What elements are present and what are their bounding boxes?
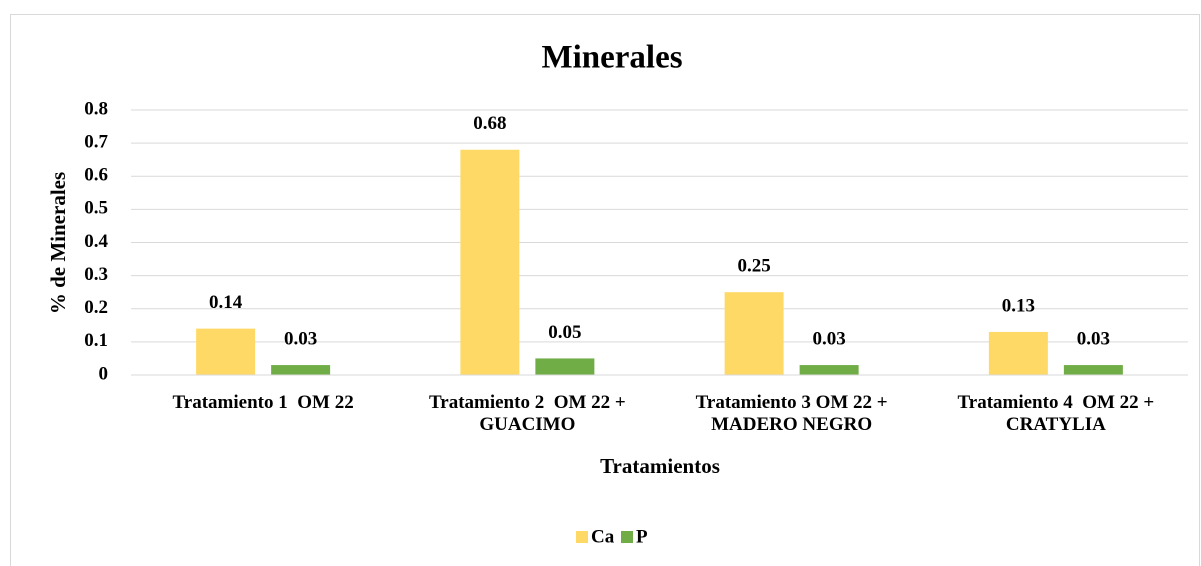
bar (535, 358, 595, 375)
legend-swatch (621, 531, 633, 543)
x-tick-label-line: Tratamiento 4 OM 22 + (958, 392, 1155, 413)
data-label: 0.03 (1077, 328, 1110, 349)
data-label: 0.25 (738, 256, 771, 277)
x-tick-label-line: Tratamiento 1 OM 22 (173, 392, 354, 413)
legend-label: P (636, 526, 648, 547)
y-tick-label: 0.6 (84, 165, 108, 186)
x-tick-label-line: Tratamiento 2 OM 22 + (429, 392, 626, 413)
x-tick-label-line: CRATYLIA (1006, 414, 1106, 435)
x-tick-label: Tratamiento 3 OM 22 + MADERO NEGRO (696, 392, 888, 435)
data-label: 0.03 (813, 328, 846, 349)
x-tick-label-line: MADERO NEGRO (711, 414, 872, 435)
x-tick-label-line: Tratamiento 3 OM 22 + (696, 392, 888, 413)
chart-title: Minerales (541, 40, 682, 76)
bar (988, 331, 1048, 375)
data-label: 0.14 (209, 292, 243, 313)
x-tick-label: Tratamiento 2 OM 22 + GUACIMO (429, 392, 626, 435)
x-axis-title: Tratamientos (600, 454, 720, 478)
y-tick-label: 0.4 (84, 231, 108, 252)
x-tick-label: Tratamiento 1 OM 22 (173, 392, 354, 413)
legend-label: Ca (591, 526, 615, 547)
bar (724, 292, 784, 375)
y-tick-label: 0.1 (84, 330, 108, 351)
data-label: 0.05 (548, 322, 581, 343)
y-tick-label: 0.5 (84, 198, 108, 219)
x-tick-label-line: GUACIMO (479, 414, 575, 435)
data-label: 0.13 (1002, 295, 1035, 316)
x-tick-label: Tratamiento 4 OM 22 + CRATYLIA (958, 392, 1155, 435)
y-tick-label: 0 (99, 363, 109, 384)
data-label: 0.03 (284, 328, 317, 349)
bar (271, 365, 331, 375)
chart-border (10, 14, 1200, 566)
y-tick-label: 0.7 (84, 131, 108, 152)
bar (1063, 365, 1123, 375)
bar (196, 328, 256, 375)
data-label: 0.68 (473, 113, 506, 134)
y-tick-label: 0.3 (84, 264, 108, 285)
bar (799, 365, 859, 375)
y-tick-label: 0.8 (84, 98, 108, 119)
y-axis-title: % de Minerales (46, 172, 70, 314)
y-tick-label: 0.2 (84, 297, 108, 318)
bar (460, 149, 520, 375)
legend-swatch (576, 531, 588, 543)
